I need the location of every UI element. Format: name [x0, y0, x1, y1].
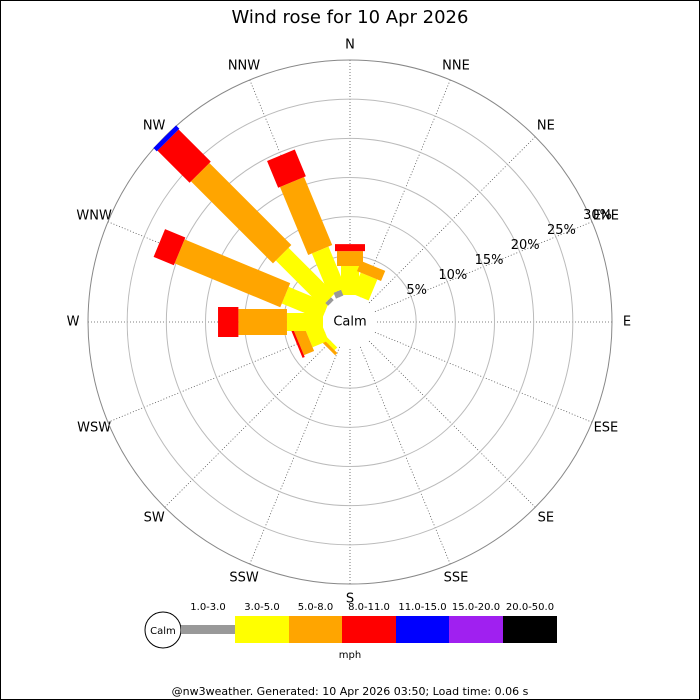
bar-segment: [174, 239, 291, 308]
ring: [126, 98, 574, 546]
bar-segment: [352, 272, 378, 301]
direction-label: NNE: [442, 59, 470, 74]
legend-swatch: [289, 616, 342, 643]
ring: [165, 137, 535, 507]
direction-label: SSE: [444, 570, 469, 585]
ring-label: 10%: [438, 268, 467, 283]
legend-calm-label: Calm: [150, 626, 176, 637]
bar-segment: [294, 326, 315, 356]
bar-segment: [190, 162, 292, 264]
bar-segment: [279, 177, 333, 255]
bar-segment: [325, 297, 334, 306]
bar-segment: [333, 289, 344, 299]
legend-label: 11.0-15.0: [398, 602, 446, 613]
ring: [87, 59, 613, 585]
direction-label: SW: [144, 510, 165, 525]
ring-label: 15%: [475, 253, 504, 268]
direction-label: WNW: [76, 208, 112, 223]
bar-segment: [267, 149, 306, 188]
legend-swatch: [449, 616, 503, 643]
legend-swatch: [503, 616, 557, 643]
bar-segment: [311, 246, 346, 295]
bar-segment: [335, 244, 365, 252]
ring-label: 25%: [547, 223, 576, 238]
legend-label: 8.0-11.0: [348, 602, 390, 613]
bar-segment: [238, 309, 287, 335]
legend-label: 15.0-20.0: [452, 602, 500, 613]
bar-segment: [337, 251, 363, 267]
ring: [205, 177, 495, 467]
unit-label: mph: [339, 650, 361, 661]
direction-label: NNW: [228, 59, 260, 74]
calm-circle: [324, 296, 376, 348]
bar-segment: [286, 313, 323, 331]
direction-label: WSW: [77, 421, 111, 436]
direction-label: NE: [537, 119, 555, 134]
direction-label: ESE: [594, 421, 619, 436]
legend-label: 5.0-8.0: [298, 602, 333, 613]
footer: @nw3weather. Generated: 10 Apr 2026 03:5…: [172, 685, 529, 698]
chart-title: Wind rose for 10 Apr 2026: [232, 7, 469, 28]
direction-label: SSW: [229, 570, 259, 585]
legend-swatch: [396, 616, 449, 643]
calm-label: Calm: [333, 315, 366, 330]
direction-label: NW: [143, 119, 166, 134]
bar-segment: [153, 125, 180, 152]
ring-label: 30%: [583, 208, 612, 223]
ring-label: 20%: [511, 238, 540, 253]
bar-segment: [218, 307, 239, 337]
legend-label: 1.0-3.0: [190, 602, 225, 613]
direction-label: E: [623, 315, 631, 330]
legend-swatch: [342, 616, 396, 643]
bar-segment: [357, 260, 386, 282]
bar-segment: [281, 286, 329, 320]
bar-segment: [291, 329, 305, 358]
legend-label: 20.0-50.0: [506, 602, 554, 613]
direction-label: ENE: [593, 208, 619, 223]
bar-segment: [275, 247, 335, 307]
direction-label: SE: [538, 510, 554, 525]
direction-label: N: [345, 38, 355, 53]
legend-swatch: [181, 625, 235, 634]
ring-label: 5%: [406, 283, 427, 298]
bar-segment: [153, 229, 186, 266]
legend-swatch: [235, 616, 289, 643]
bar-segment: [157, 129, 211, 183]
direction-label: S: [346, 592, 354, 607]
direction-label: W: [67, 315, 80, 330]
legend-label: 3.0-5.0: [244, 602, 279, 613]
